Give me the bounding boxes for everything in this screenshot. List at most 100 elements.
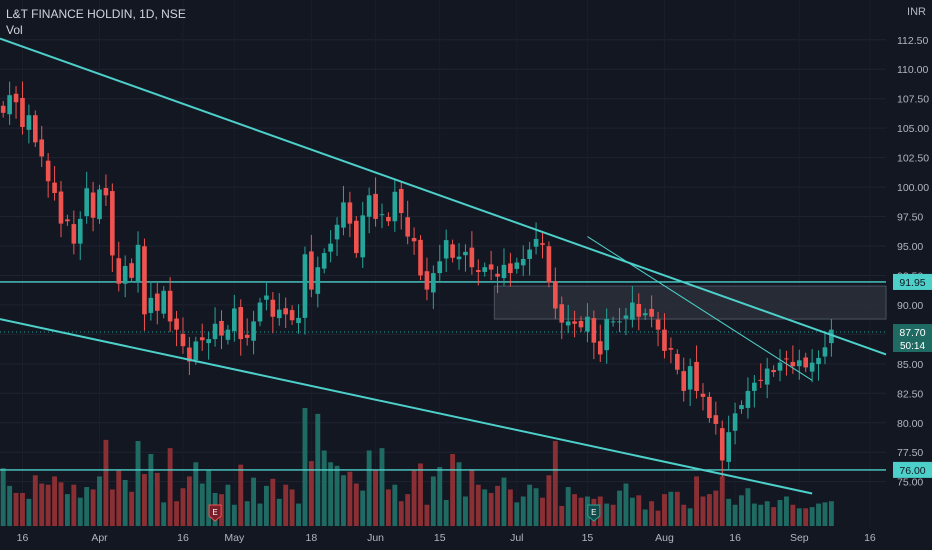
candle-body <box>687 366 693 390</box>
volume-bar <box>674 491 680 526</box>
x-tick-label: 16 <box>177 532 189 544</box>
volume-bar <box>244 501 250 526</box>
volume-bar <box>809 507 815 526</box>
volume-bar <box>501 477 507 526</box>
last-price-tag-bg <box>893 324 932 353</box>
volume-bar <box>39 483 45 526</box>
candle-body <box>366 195 372 217</box>
volume-bar <box>32 475 38 526</box>
candle-body <box>463 251 468 256</box>
x-tick-label: 16 <box>864 532 876 544</box>
volume-bar <box>199 483 205 526</box>
candle-body <box>771 369 776 373</box>
volume-bar <box>334 465 340 526</box>
x-tick-label: 16 <box>17 532 29 544</box>
candle-body <box>360 215 366 258</box>
candle-body <box>276 309 282 319</box>
candle-body <box>65 219 70 222</box>
volume-bar <box>694 476 700 526</box>
candle-body <box>540 243 545 245</box>
candle-body <box>315 267 321 294</box>
candle-body <box>167 290 173 322</box>
volume-bar <box>385 489 391 526</box>
volume-bar <box>495 485 500 526</box>
time-axis: 16 Apr 16 May 18 Jun 15 Jul 15 Aug 16 Sep 16 <box>17 532 876 544</box>
volume-bar <box>796 508 802 526</box>
candle-body <box>302 254 308 318</box>
candle-body <box>379 214 385 216</box>
volume-bar <box>405 494 411 526</box>
volume-bar <box>148 454 154 526</box>
volume-bar <box>90 489 96 526</box>
volume-bar <box>109 489 115 526</box>
y-tick-label: 90.00 <box>897 300 923 312</box>
candle-body <box>777 362 783 371</box>
candle-body <box>726 432 731 462</box>
price-tags: 91.95 76.00 87.70 50:14 <box>893 273 932 478</box>
volume-bar <box>424 504 430 526</box>
x-tick-label: 15 <box>582 532 594 544</box>
volume-bar <box>552 441 558 526</box>
volume-bar <box>26 498 32 526</box>
level-high-tag: 91.95 <box>893 273 932 290</box>
volume-bar <box>135 441 141 526</box>
volume-bar <box>450 454 456 526</box>
volume-bar <box>418 463 423 526</box>
volume-bar <box>392 484 398 526</box>
volume-bar <box>816 503 821 526</box>
x-tick-label: Jul <box>510 532 523 544</box>
volume-bar <box>353 483 359 526</box>
y-tick-label: 107.50 <box>897 94 929 106</box>
candle-body <box>238 307 244 340</box>
candle-body <box>103 188 109 196</box>
candle-body <box>187 347 192 362</box>
volume-bar <box>296 503 301 526</box>
candle-body <box>161 290 167 314</box>
volume-bar <box>751 503 757 526</box>
candle-body <box>495 273 500 277</box>
candle-body <box>148 297 154 313</box>
volume-bar <box>687 508 693 526</box>
volume-bar <box>360 490 366 526</box>
candle-body <box>122 266 128 284</box>
volume-bar <box>289 489 295 526</box>
trendlines <box>0 37 887 495</box>
candle-body <box>790 361 796 367</box>
x-tick-label: 16 <box>729 532 741 544</box>
candle-body <box>129 263 134 278</box>
volume-bar <box>257 503 263 526</box>
trendline <box>587 236 813 381</box>
x-tick-label: Jun <box>367 532 384 544</box>
candle-body <box>764 368 770 385</box>
candle-body <box>58 191 64 224</box>
candle-body <box>610 321 616 323</box>
candle-body <box>713 415 719 424</box>
earnings-badge-icon <box>587 504 601 522</box>
candle-body <box>501 264 507 279</box>
candle-body <box>353 220 359 254</box>
volume-bar <box>604 503 610 526</box>
candle-body <box>809 362 815 372</box>
y-tick-label: 100.00 <box>897 182 929 194</box>
candle-body <box>572 321 577 324</box>
candle-body <box>681 371 687 391</box>
candle-body <box>174 318 179 330</box>
y-tick-label: 77.50 <box>897 447 923 459</box>
volume-bar <box>13 492 19 526</box>
volume-bar <box>347 471 353 526</box>
candle-body <box>559 304 565 323</box>
candle-body <box>373 193 378 219</box>
volume-bar <box>251 477 257 526</box>
volume-bar <box>276 498 282 526</box>
volume-bar <box>822 502 828 526</box>
volume-bar <box>617 490 622 526</box>
volume-bar <box>7 485 13 526</box>
volume-bar <box>758 504 764 526</box>
y-tick-label: 110.00 <box>897 64 928 76</box>
trendline <box>0 37 887 356</box>
volume-bar <box>283 484 289 526</box>
volume-bar <box>142 474 147 526</box>
